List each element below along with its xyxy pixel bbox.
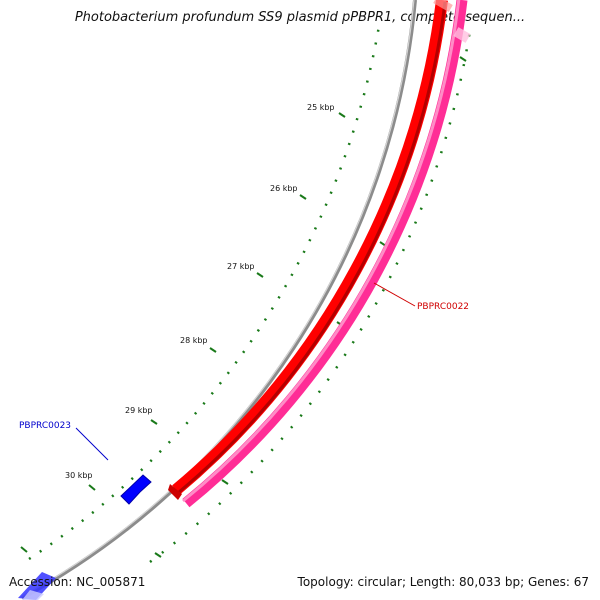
- tick-label-26kbp: 26 kbp: [270, 184, 298, 193]
- cds-pbprc0022-red[interactable]: [172, 0, 448, 495]
- tick-label-29kbp: 29 kbp: [125, 406, 153, 415]
- cds-pbprc0022-red-shade: [178, 1, 447, 494]
- tick-label-30kbp: 30 kbp: [65, 471, 93, 480]
- tick-label-28kbp: 28 kbp: [180, 336, 208, 345]
- cds-pbprc0023[interactable]: [120, 474, 152, 505]
- pink-cap-top: [453, 27, 471, 43]
- cds-pbprc0022-pink-highlight: [182, 0, 461, 503]
- tick-label-25kbp: 25 kbp: [307, 103, 335, 112]
- pbprc0022-leader-line: [373, 282, 416, 307]
- cds-red-arrowhead: [168, 484, 182, 500]
- accession-text: Accession: NC_005871: [9, 575, 146, 589]
- gene-label-pbprc0022[interactable]: PBPRC0022: [417, 302, 469, 312]
- red-cap-top: [433, 0, 453, 12]
- pbprc0023-leader-line: [75, 427, 109, 461]
- major-ticks: [20, 56, 467, 558]
- cds-blue-lower[interactable]: [18, 572, 56, 600]
- genome-backbone-highlight: [20, 0, 415, 598]
- cds-pbprc0022-pink[interactable]: [182, 0, 468, 508]
- cds-blue-lower-fade: [22, 590, 44, 600]
- scale-ring-inner: [149, 29, 472, 564]
- tick-label-27kbp: 27 kbp: [227, 262, 255, 271]
- gene-label-pbprc0023[interactable]: PBPRC0023: [19, 421, 71, 431]
- tick-labels: 25 kbp 26 kbp 27 kbp 28 kbp 29 kbp 30 kbp: [65, 103, 335, 480]
- topology-text: Topology: circular; Length: 80,033 bp; G…: [297, 575, 589, 589]
- genome-backbone: [21, 0, 417, 600]
